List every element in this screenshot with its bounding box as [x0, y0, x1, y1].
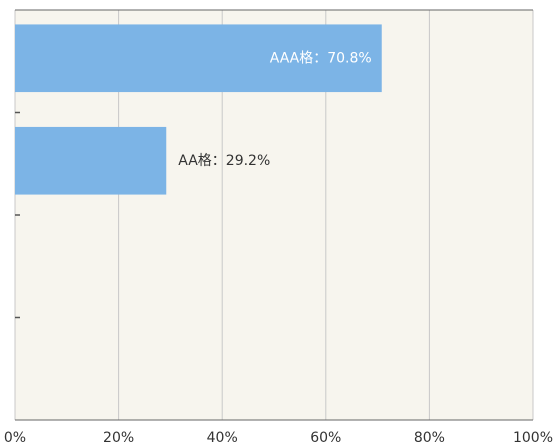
x-tick-label: 20% — [103, 430, 134, 446]
bar — [15, 24, 382, 93]
x-tick-label: 80% — [414, 430, 445, 446]
x-tick-label: 40% — [207, 430, 238, 446]
x-tick-label: 100% — [513, 430, 553, 446]
data-label: AA格：29.2% — [178, 153, 270, 169]
bar — [15, 126, 167, 195]
data-label: AAA格：70.8% — [270, 50, 372, 66]
x-tick-label: 60% — [310, 430, 341, 446]
x-tick-label: 0% — [4, 430, 26, 446]
